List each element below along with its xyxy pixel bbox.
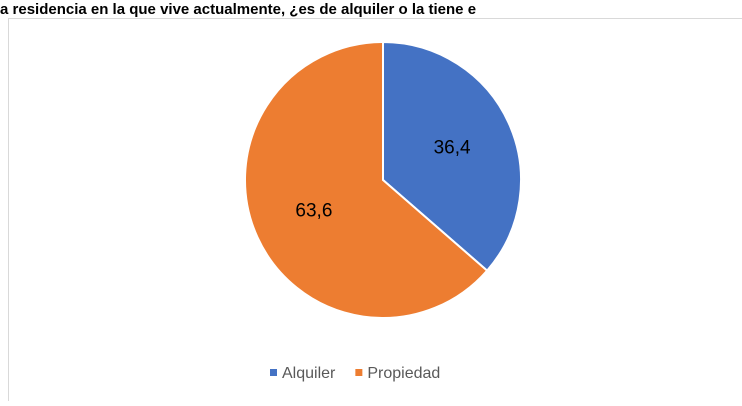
legend-swatch [270,369,277,376]
chart-title: a residencia en la que vive actualmente,… [0,1,476,18]
legend-label: Propiedad [367,365,440,382]
data-label: 63,6 [295,200,332,221]
legend-label: Alquiler [282,365,336,382]
data-label: 36,4 [434,138,471,159]
legend-swatch [355,369,362,376]
